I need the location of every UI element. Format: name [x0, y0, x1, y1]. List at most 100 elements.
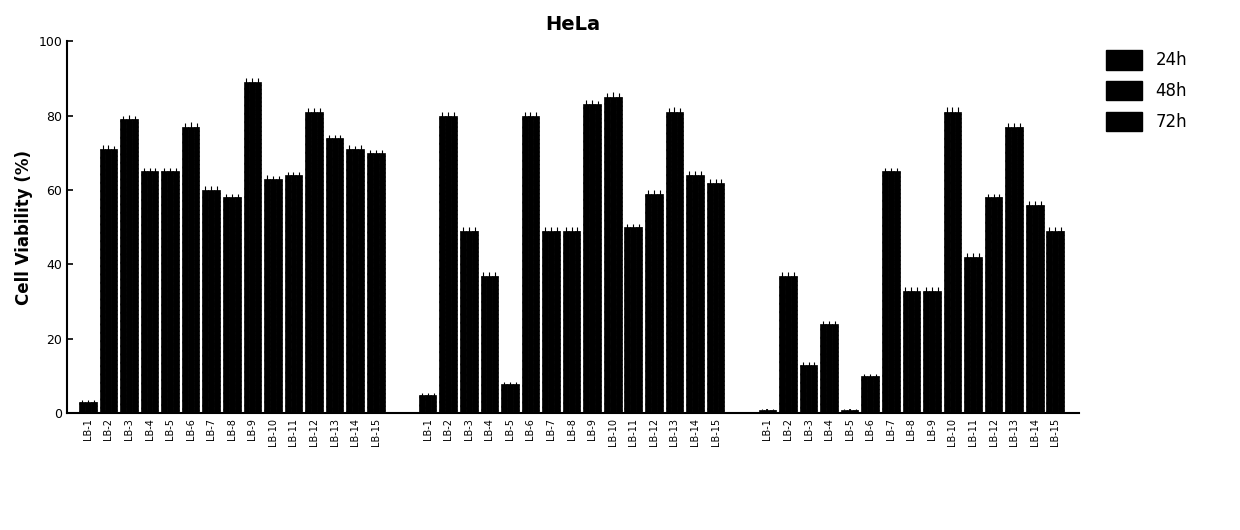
Bar — [337, 138, 343, 413]
Bar — [671, 112, 677, 413]
Bar — [112, 149, 118, 413]
Bar — [785, 276, 791, 413]
Bar — [79, 402, 84, 413]
Bar — [229, 198, 234, 413]
Bar — [466, 231, 471, 413]
Bar — [1006, 127, 1012, 413]
Bar — [800, 365, 806, 413]
Bar — [867, 376, 873, 413]
Bar — [713, 182, 718, 413]
Bar — [997, 198, 1002, 413]
Bar — [542, 231, 548, 413]
Bar — [935, 290, 941, 413]
Bar — [698, 175, 704, 413]
Bar — [583, 104, 589, 413]
Bar — [692, 175, 698, 413]
Bar — [249, 82, 255, 413]
Bar — [991, 198, 997, 413]
Bar — [806, 365, 811, 413]
Bar — [317, 112, 322, 413]
Bar — [126, 119, 131, 413]
Bar — [985, 198, 991, 413]
Bar — [105, 149, 112, 413]
Bar — [243, 82, 249, 413]
Bar — [481, 276, 486, 413]
Bar — [923, 290, 929, 413]
Bar — [1025, 205, 1032, 413]
Bar — [187, 127, 193, 413]
Bar — [522, 116, 527, 413]
Bar — [153, 171, 159, 413]
Bar — [84, 402, 91, 413]
Bar — [956, 112, 961, 413]
Bar — [270, 179, 275, 413]
Bar — [527, 116, 533, 413]
Bar — [888, 171, 894, 413]
Bar — [331, 138, 337, 413]
Bar — [424, 395, 430, 413]
Bar — [285, 175, 290, 413]
Bar — [853, 410, 858, 413]
Bar — [657, 194, 662, 413]
Bar — [352, 149, 358, 413]
Bar — [378, 153, 384, 413]
Bar — [610, 97, 615, 413]
Bar — [182, 127, 187, 413]
Bar — [929, 290, 935, 413]
Bar — [882, 171, 888, 413]
Bar — [255, 82, 262, 413]
Bar — [492, 276, 498, 413]
Bar — [223, 198, 229, 413]
Bar — [873, 376, 879, 413]
Bar — [909, 290, 914, 413]
Bar — [970, 257, 976, 413]
Bar — [533, 116, 539, 413]
Bar — [513, 384, 518, 413]
Bar — [589, 104, 595, 413]
Bar — [311, 112, 317, 413]
Bar — [215, 190, 219, 413]
Bar — [821, 324, 826, 413]
Bar — [770, 410, 776, 413]
Bar — [419, 395, 424, 413]
Legend: 24h, 48h, 72h: 24h, 48h, 72h — [1097, 42, 1195, 140]
Bar — [903, 290, 909, 413]
Bar — [167, 171, 174, 413]
Bar — [548, 231, 554, 413]
Bar — [569, 231, 574, 413]
Bar — [666, 112, 671, 413]
Bar — [234, 198, 241, 413]
Bar — [290, 175, 296, 413]
Bar — [99, 149, 105, 413]
Bar — [208, 190, 215, 413]
Bar — [275, 179, 281, 413]
Bar — [894, 171, 899, 413]
Bar — [296, 175, 303, 413]
Bar — [120, 119, 126, 413]
Bar — [779, 276, 785, 413]
Bar — [471, 231, 477, 413]
Bar — [346, 149, 352, 413]
Bar — [965, 257, 970, 413]
Title: HeLa: HeLa — [546, 15, 600, 34]
Bar — [174, 171, 179, 413]
Bar — [686, 175, 692, 413]
Y-axis label: Cell Viability (%): Cell Viability (%) — [15, 150, 33, 305]
Bar — [460, 231, 466, 413]
Bar — [1058, 231, 1064, 413]
Bar — [832, 324, 838, 413]
Bar — [305, 112, 311, 413]
Bar — [595, 104, 601, 413]
Bar — [1038, 205, 1044, 413]
Bar — [645, 194, 651, 413]
Bar — [1032, 205, 1038, 413]
Bar — [950, 112, 956, 413]
Bar — [1012, 127, 1017, 413]
Bar — [914, 290, 920, 413]
Bar — [791, 276, 797, 413]
Bar — [326, 138, 331, 413]
Bar — [193, 127, 200, 413]
Bar — [625, 227, 630, 413]
Bar — [944, 112, 950, 413]
Bar — [367, 153, 373, 413]
